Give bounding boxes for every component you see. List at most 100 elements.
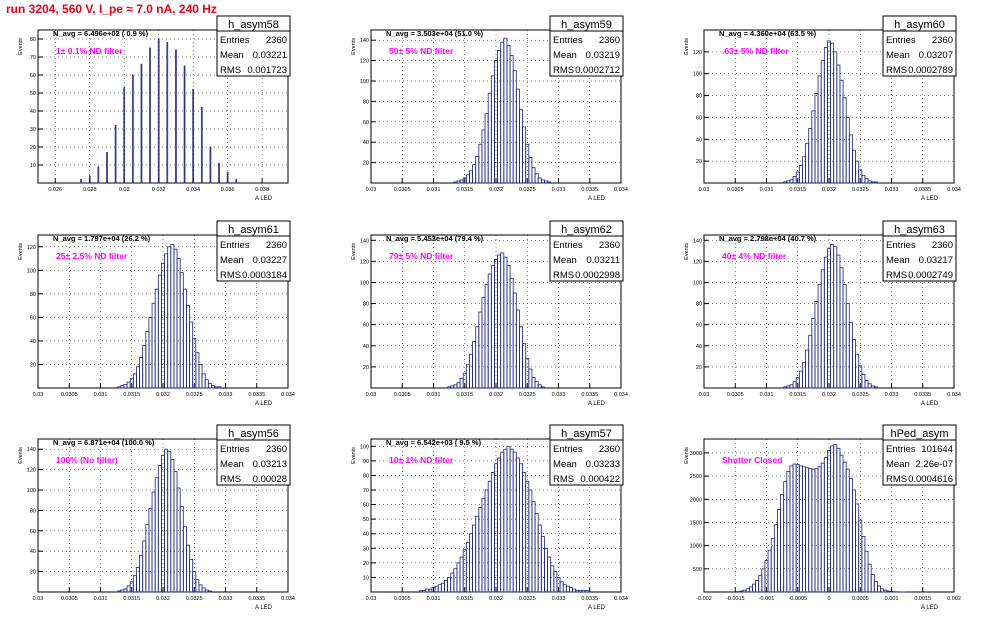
y-tick-label: 20 [363, 161, 369, 167]
histogram-bin [175, 49, 177, 184]
x-tick-label: 0.0305 [394, 187, 411, 193]
x-tick-label: 0.033 [885, 187, 899, 193]
n-avg-label: N_avg = 6.542e+03 ( 9.5 %) [386, 438, 482, 447]
histogram-bin [157, 38, 160, 184]
y-tick-label: 20 [30, 362, 36, 368]
stats-title: h_asym61 [228, 224, 279, 236]
stats-value: 0.03219 [586, 50, 620, 61]
y-tick-label: 140 [360, 38, 369, 44]
y-tick-label: 40 [30, 109, 36, 115]
x-tick-label: 0.03 [699, 187, 710, 193]
stats-box [549, 220, 624, 282]
stats-label: Entries [886, 444, 916, 455]
stats-title: h_asym60 [894, 19, 945, 31]
stats-label: Entries [553, 444, 583, 455]
histogram-bin [217, 386, 222, 389]
x-tick-label: 0.031 [427, 187, 441, 193]
histogram-panel-h_asym62: 0.03 0.0305 0.031 0.0315 0.032 0.0325 0.033 0.0… [351, 220, 628, 407]
histogram-bin [131, 74, 134, 184]
y-tick-label: 120 [360, 59, 369, 65]
stats-label: Entries [220, 35, 250, 46]
stats-label: RMS [886, 474, 907, 485]
stats-value: 0.0002998 [575, 270, 620, 281]
x-tick-label: 0.032 [156, 596, 170, 602]
filter-label: Shutter Closed [722, 455, 782, 465]
stats-value: 2360 [599, 444, 620, 455]
x-tick-label: 0.0325 [186, 392, 203, 398]
n-avg-label: N_avg = 1.797e+04 (26.2 %) [53, 234, 151, 243]
stats-title: h_asym56 [228, 428, 279, 440]
y-axis-label: Events [684, 243, 690, 260]
stats-label: Entries [220, 444, 250, 455]
stats-label: RMS [220, 474, 241, 485]
y-tick-label: 140 [693, 238, 702, 244]
x-tick-label: 0.03 [33, 392, 44, 398]
y-tick-label: 40 [30, 549, 36, 555]
stats-title: h_asym58 [228, 19, 279, 31]
stats-value: 0.0002712 [575, 65, 620, 76]
x-tick-label: 0.0315 [789, 187, 806, 193]
stats-box [216, 220, 291, 282]
x-tick-label: 0.0325 [852, 187, 869, 193]
stats-label: Entries [553, 35, 583, 46]
y-tick-label: 30 [30, 127, 36, 133]
y-tick-label: 100 [360, 444, 369, 450]
x-tick-label: 0.034 [947, 187, 961, 193]
filter-label: 10± 1% ND filter [389, 455, 454, 465]
x-tick-label: 0.032 [489, 392, 503, 398]
y-tick-label: 30 [363, 546, 369, 552]
x-tick-label: 0.0325 [519, 596, 536, 602]
filter-label: 25± 2.5% ND filter [56, 251, 128, 261]
x-tick-label: 0.032 [822, 187, 836, 193]
y-tick-label: 80 [30, 292, 36, 298]
y-tick-label: 100 [693, 280, 702, 286]
x-tick-label: 0.034 [281, 392, 295, 398]
y-tick-label: 1000 [690, 544, 702, 550]
x-tick-label: 0.033 [219, 392, 233, 398]
x-tick-label: 0.0325 [186, 596, 203, 602]
n-avg-label: N_avg = 5.453e+04 (79.4 %) [386, 234, 484, 243]
y-tick-label: 500 [693, 567, 702, 573]
x-tick-label: 0.0325 [519, 187, 536, 193]
stats-value: 0.03207 [919, 50, 953, 61]
stats-title: hPed_asym [890, 428, 948, 440]
y-tick-label: 100 [693, 72, 702, 78]
y-axis-label: Events [684, 447, 690, 464]
x-tick-label: 0.031 [427, 392, 441, 398]
histogram-bin [106, 151, 108, 184]
stats-label: Entries [220, 240, 250, 251]
histogram-bin [226, 171, 229, 184]
y-tick-label: 120 [360, 259, 369, 265]
stats-value: 0.03227 [253, 255, 287, 266]
histogram-bin [218, 162, 220, 184]
x-tick-label: 0.031 [427, 596, 441, 602]
y-tick-label: 70 [363, 488, 369, 494]
stats-label: RMS [886, 270, 907, 281]
stats-label: RMS [220, 270, 241, 281]
stats-label: RMS [553, 474, 574, 485]
stats-box [549, 15, 624, 77]
stats-label: Mean [220, 255, 244, 266]
histogram-bin [873, 181, 878, 184]
filter-label: .63± 5% ND filter [722, 46, 789, 56]
x-tick-label: 0.0015 [914, 596, 931, 602]
stats-label: RMS [553, 65, 574, 76]
x-tick-label: 0.028 [83, 187, 97, 193]
x-tick-label: 0.0305 [394, 596, 411, 602]
y-tick-label: 90 [363, 459, 369, 465]
x-tick-label: 0.031 [760, 187, 774, 193]
y-tick-label: 10 [30, 163, 36, 169]
x-tick-label: 0.0315 [456, 187, 473, 193]
stats-value: 0.000422 [580, 474, 620, 485]
histogram-bin [873, 386, 878, 389]
histogram-bin [537, 384, 542, 389]
y-tick-label: 140 [360, 238, 369, 244]
x-tick-label: 0.032 [152, 187, 166, 193]
histogram-bin [192, 89, 195, 184]
y-tick-label: 40 [30, 339, 36, 345]
stats-label: Mean [553, 50, 577, 61]
x-tick-label: 0.0305 [61, 392, 78, 398]
y-tick-label: 80 [696, 94, 702, 100]
x-tick-label: 0.031 [94, 392, 108, 398]
stats-value: 2360 [932, 240, 953, 251]
